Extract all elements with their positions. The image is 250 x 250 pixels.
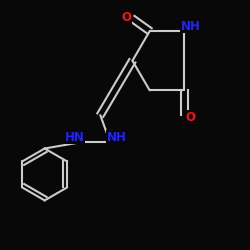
Text: NH: NH xyxy=(180,20,201,32)
Text: O: O xyxy=(121,11,131,24)
Text: HN: HN xyxy=(64,131,84,144)
Text: O: O xyxy=(186,111,196,124)
Text: NH: NH xyxy=(106,131,126,144)
